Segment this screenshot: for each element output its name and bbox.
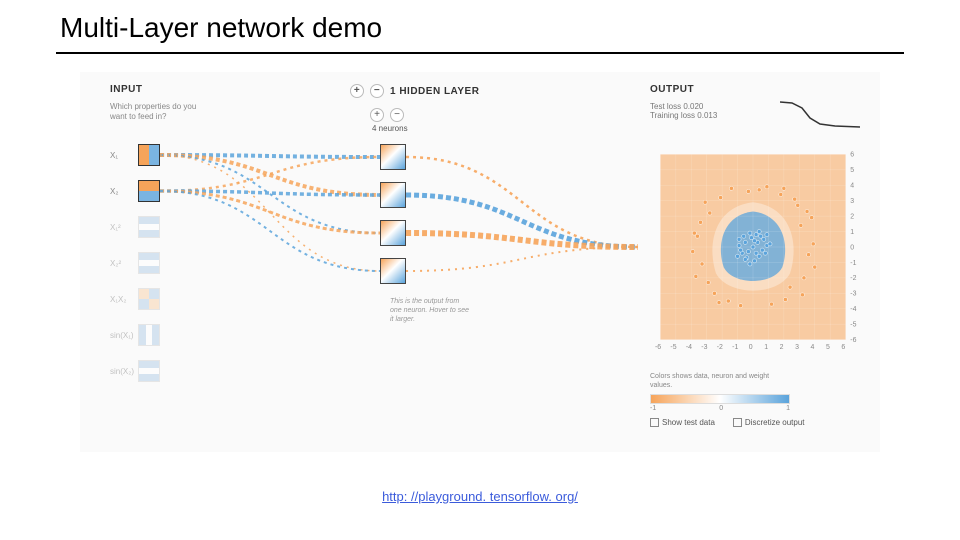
- feature-label: sin(X₁): [110, 331, 132, 340]
- input-prompt: Which properties do you want to feed in?: [110, 102, 200, 123]
- output-column-header: OUTPUT: [650, 84, 694, 95]
- hidden-column-header: + − 1 HIDDEN LAYER: [350, 84, 479, 98]
- grad-tick-right: 1: [786, 404, 790, 413]
- feature-label: X₁: [110, 151, 132, 160]
- feature-label: X₁X₂: [110, 295, 132, 304]
- svg-text:5: 5: [826, 344, 830, 351]
- remove-layer-button[interactable]: −: [370, 84, 384, 98]
- feature-label: X₂: [110, 187, 132, 196]
- svg-text:-1: -1: [732, 344, 738, 351]
- input-column-header: INPUT: [110, 84, 143, 95]
- svg-text:6: 6: [841, 344, 845, 351]
- svg-text:4: 4: [850, 183, 854, 190]
- hidden-neuron-0[interactable]: [380, 144, 406, 170]
- add-layer-button[interactable]: +: [350, 84, 364, 98]
- svg-text:-6: -6: [655, 344, 661, 351]
- show-test-data-checkbox[interactable]: Show test data: [650, 418, 715, 427]
- svg-text:1: 1: [764, 344, 768, 351]
- discretize-output-checkbox[interactable]: Discretize output: [733, 418, 805, 427]
- add-neuron-button[interactable]: +: [370, 108, 384, 122]
- grad-tick-mid: 0: [719, 404, 723, 413]
- svg-text:2: 2: [780, 344, 784, 351]
- feature-5[interactable]: sin(X₁): [110, 324, 160, 346]
- hidden-neuron-1[interactable]: [380, 182, 406, 208]
- svg-text:1: 1: [850, 229, 854, 236]
- feature-thumbnail: [138, 288, 160, 310]
- feature-thumbnail: [138, 180, 160, 202]
- feature-2[interactable]: X₁²: [110, 216, 160, 238]
- hidden-neuron-2[interactable]: [380, 220, 406, 246]
- svg-text:-4: -4: [850, 306, 856, 313]
- svg-text:-4: -4: [686, 344, 692, 351]
- playground-panel: INPUT + − 1 HIDDEN LAYER OUTPUT Which pr…: [80, 72, 880, 452]
- feature-thumbnail: [138, 360, 160, 382]
- svg-text:-6: -6: [850, 337, 856, 344]
- feature-thumbnail: [138, 324, 160, 346]
- feature-0[interactable]: X₁: [110, 144, 160, 166]
- neuron-count-controls: + −: [370, 108, 404, 122]
- color-legend: Colors shows data, neuron and weight val…: [650, 372, 770, 413]
- hidden-neuron-3[interactable]: [380, 258, 406, 284]
- svg-text:0: 0: [749, 344, 753, 351]
- hidden-layer-count-label: 1 HIDDEN LAYER: [390, 86, 479, 97]
- svg-text:-2: -2: [717, 344, 723, 351]
- feature-3[interactable]: X₂²: [110, 252, 160, 274]
- legend-text: Colors shows data, neuron and weight val…: [650, 372, 770, 390]
- title-rule: [56, 52, 904, 54]
- svg-text:6: 6: [850, 152, 854, 159]
- gradient-bar: [650, 394, 790, 404]
- feature-4[interactable]: X₁X₂: [110, 288, 160, 310]
- loss-curve-chart: [780, 100, 860, 128]
- svg-text:-5: -5: [670, 344, 676, 351]
- slide-title: Multi-Layer network demo: [60, 12, 382, 44]
- svg-text:-3: -3: [850, 291, 856, 298]
- output-heatmap: -6 -5 -4 -3 -2 -1 0 1 2 3 4 5 6 -6 -5 -4 -3 -2 -1 0 1 2 3 4 5 6: [638, 142, 868, 352]
- feature-1[interactable]: X₂: [110, 180, 160, 202]
- neuron-caption: This is the output from one neuron. Hove…: [390, 297, 470, 324]
- output-options-row: Show test data Discretize output: [650, 418, 805, 427]
- feature-label: X₂²: [110, 259, 132, 268]
- svg-text:-1: -1: [850, 260, 856, 267]
- svg-text:3: 3: [795, 344, 799, 351]
- neuron-count-label: 4 neurons: [372, 124, 408, 133]
- svg-text:-3: -3: [701, 344, 707, 351]
- remove-neuron-button[interactable]: −: [390, 108, 404, 122]
- feature-6[interactable]: sin(X₂): [110, 360, 160, 382]
- svg-text:2: 2: [850, 213, 854, 220]
- grad-tick-left: -1: [650, 404, 656, 413]
- feature-thumbnail: [138, 144, 160, 166]
- footer-link: http: //playground. tensorflow. org/: [0, 489, 960, 504]
- svg-text:0: 0: [850, 244, 854, 251]
- svg-text:4: 4: [811, 344, 815, 351]
- feature-label: sin(X₂): [110, 367, 132, 376]
- feature-thumbnail: [138, 252, 160, 274]
- feature-thumbnail: [138, 216, 160, 238]
- playground-link[interactable]: http: //playground. tensorflow. org/: [382, 489, 578, 504]
- svg-text:5: 5: [850, 167, 854, 174]
- feature-label: X₁²: [110, 223, 132, 232]
- svg-text:3: 3: [850, 198, 854, 205]
- svg-text:-5: -5: [850, 322, 856, 329]
- svg-text:-2: -2: [850, 275, 856, 282]
